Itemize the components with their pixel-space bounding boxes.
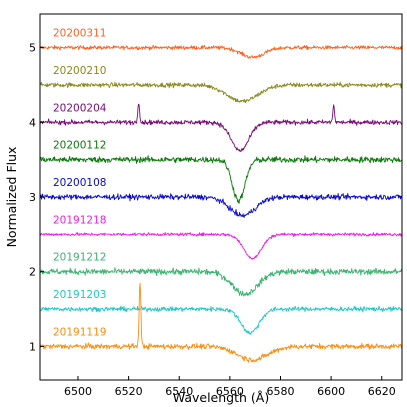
x-tick-label: 6540 <box>165 385 193 398</box>
series-line-20200311 <box>39 44 403 59</box>
series-label-20191203: 20191203 <box>53 289 106 301</box>
series-line-20200204 <box>39 103 403 152</box>
series-label-20200311: 20200311 <box>53 28 106 40</box>
axis-ticks: 6500 6520 6540 6560 6580 6600 6620 1 2 3 4 5 <box>29 42 396 398</box>
series-line-20191218 <box>39 232 403 260</box>
series-line-20191203 <box>39 305 403 335</box>
series-line-20191212 <box>39 267 403 297</box>
x-tick-label: 6600 <box>317 385 345 398</box>
series-label-20200108: 20200108 <box>53 177 106 189</box>
series-label-20200204: 20200204 <box>53 102 107 114</box>
series-label-20200112: 20200112 <box>53 140 106 152</box>
y-tick-label: 2 <box>29 266 36 279</box>
x-tick-label: 6560 <box>216 385 244 398</box>
series-labels: 20200311 20200210 20200204 20200112 20200108… <box>53 28 107 339</box>
series-line-20200108 <box>39 193 403 218</box>
series-layer <box>39 44 403 363</box>
x-tick-label: 6620 <box>368 385 396 398</box>
x-axis-label: Wavelength (Å) <box>173 390 269 405</box>
series-line-20200210 <box>39 81 403 103</box>
series-line-20200112 <box>39 155 403 204</box>
x-tick-label: 6520 <box>115 385 143 398</box>
series-label-20191119: 20191119 <box>53 326 106 338</box>
x-tick-label: 6580 <box>266 385 294 398</box>
series-line-20191119 <box>39 282 403 363</box>
y-tick-label: 4 <box>29 116 36 129</box>
y-tick-label: 1 <box>29 340 36 353</box>
series-label-20200210: 20200210 <box>53 65 106 77</box>
y-axis-label: Normalized Flux <box>4 147 19 248</box>
series-label-20191212: 20191212 <box>53 252 106 264</box>
x-tick-label: 6500 <box>64 385 92 398</box>
y-tick-label: 3 <box>29 191 36 204</box>
series-label-20191218: 20191218 <box>53 214 106 226</box>
y-tick-label: 5 <box>29 42 36 55</box>
